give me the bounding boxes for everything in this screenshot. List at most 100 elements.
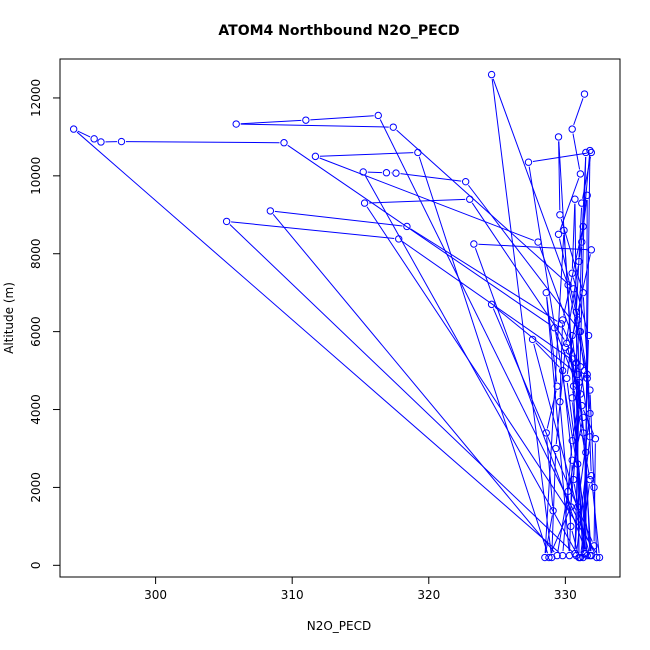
data-point: [579, 553, 587, 562]
data-point: [582, 148, 590, 157]
data-point: [579, 429, 587, 437]
y-axis-label: Altitude (m): [2, 282, 16, 354]
data-point: [586, 551, 594, 560]
series-segment: [551, 452, 557, 554]
data-point: [576, 170, 585, 178]
data-point: [576, 553, 585, 562]
data-point: [568, 269, 576, 277]
data-point: [359, 168, 367, 176]
data-point: [569, 475, 578, 484]
data-point: [584, 331, 593, 340]
data-point: [222, 217, 231, 226]
series-segment: [574, 156, 587, 550]
series-segment: [125, 141, 280, 144]
series-segment: [533, 343, 590, 552]
y-tick-label: 0: [29, 561, 43, 569]
series-segment: [402, 241, 573, 361]
data-point: [586, 146, 594, 155]
data-point: [461, 177, 470, 186]
series-segment: [471, 202, 565, 340]
plot-frame: [59, 58, 621, 578]
series-segment: [418, 156, 549, 554]
data-point: [569, 285, 578, 293]
series-segment: [379, 119, 596, 554]
data-point: [583, 370, 591, 379]
series-segment: [369, 198, 466, 204]
data-point: [579, 413, 587, 422]
data-point: [554, 133, 563, 141]
data-point: [561, 343, 570, 351]
series-segment: [546, 297, 570, 552]
data-point: [542, 288, 550, 297]
data-point: [587, 246, 596, 254]
data-point: [360, 199, 369, 207]
data-point: [579, 222, 587, 231]
series-segment: [580, 484, 590, 554]
x-axis: 300 310 320 330: [144, 576, 577, 602]
data-point: [583, 551, 591, 560]
data-point: [560, 226, 568, 235]
x-axis-label: N2O_PECD: [307, 619, 372, 633]
data-point: [573, 316, 582, 324]
data-point: [487, 300, 496, 309]
series-segment: [287, 144, 552, 326]
series-segment: [545, 515, 553, 554]
data-point: [586, 475, 594, 484]
data-point: [579, 288, 587, 297]
data-point: [557, 320, 565, 328]
data-point: [266, 207, 275, 215]
series-segment: [319, 157, 535, 241]
data-point: [553, 551, 561, 560]
data-point: [374, 111, 382, 120]
data-point: [117, 137, 126, 146]
data-point: [568, 125, 576, 133]
data-point: [558, 366, 567, 375]
data-point: [470, 240, 478, 248]
data-point: [572, 359, 580, 367]
series-segment: [585, 456, 591, 552]
data-point: [395, 235, 403, 243]
series-segment: [560, 218, 583, 289]
data-point: [392, 169, 400, 177]
data-point: [414, 148, 422, 157]
data-point: [541, 553, 549, 562]
series-segment: [591, 480, 600, 554]
data-point: [568, 355, 576, 363]
series-segment: [544, 234, 565, 554]
data-point: [575, 257, 583, 266]
data-point: [573, 370, 582, 379]
data-point: [590, 542, 598, 550]
series-segment: [568, 289, 590, 386]
series-segment: [579, 199, 588, 258]
data-point: [528, 335, 537, 344]
data-point: [575, 327, 583, 336]
data-point: [545, 553, 553, 562]
series-segment: [76, 131, 560, 553]
series-segment: [474, 248, 587, 552]
y-axis: 0 2000 4000 6000 8000 10000 12000: [29, 79, 61, 569]
series-n2o-pecd: [69, 70, 604, 562]
data-point: [568, 394, 576, 402]
data-point: [556, 398, 564, 406]
series-segment: [572, 133, 581, 170]
series-segment: [274, 210, 403, 227]
data-point: [586, 409, 594, 418]
data-point: [571, 195, 579, 203]
series-segment: [558, 141, 561, 211]
series-segment: [272, 214, 555, 553]
data-point: [576, 390, 585, 398]
data-point: [595, 553, 604, 562]
data-point: [578, 401, 586, 410]
data-point: [583, 374, 591, 383]
data-point: [569, 382, 578, 390]
data-point: [567, 522, 575, 531]
series-segment: [400, 173, 462, 182]
data-point: [586, 386, 594, 394]
data-point: [550, 324, 559, 332]
data-point: [97, 138, 105, 146]
x-tick-label: 330: [554, 588, 577, 602]
data-point: [576, 362, 585, 371]
series-segment: [563, 230, 583, 316]
data-point: [571, 549, 579, 558]
